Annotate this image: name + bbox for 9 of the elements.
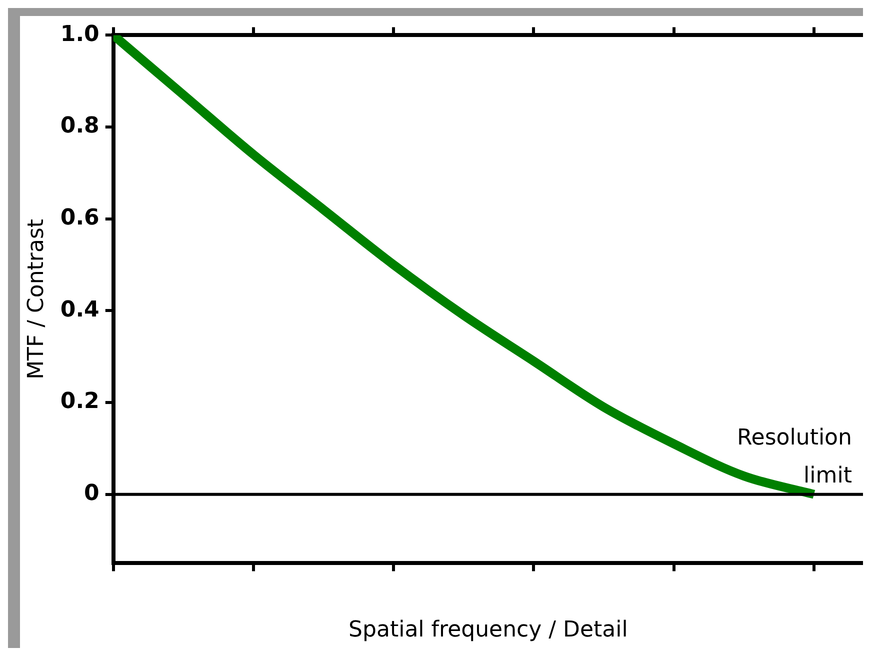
x-axis-title: Spatial frequency / Detail <box>348 618 628 643</box>
y-tick-label: 0.8 <box>60 114 100 139</box>
y-tick-label: 0.6 <box>60 206 100 231</box>
y-tick-label: 0 <box>84 481 100 506</box>
y-tick-label: 0.2 <box>60 389 100 414</box>
y-tick-label: 0.4 <box>60 297 100 322</box>
annotation: Resolution limit <box>737 425 852 488</box>
y-axis-title: MTF / Contrast <box>24 218 49 380</box>
y-tick-label: 1.0 <box>60 22 100 47</box>
